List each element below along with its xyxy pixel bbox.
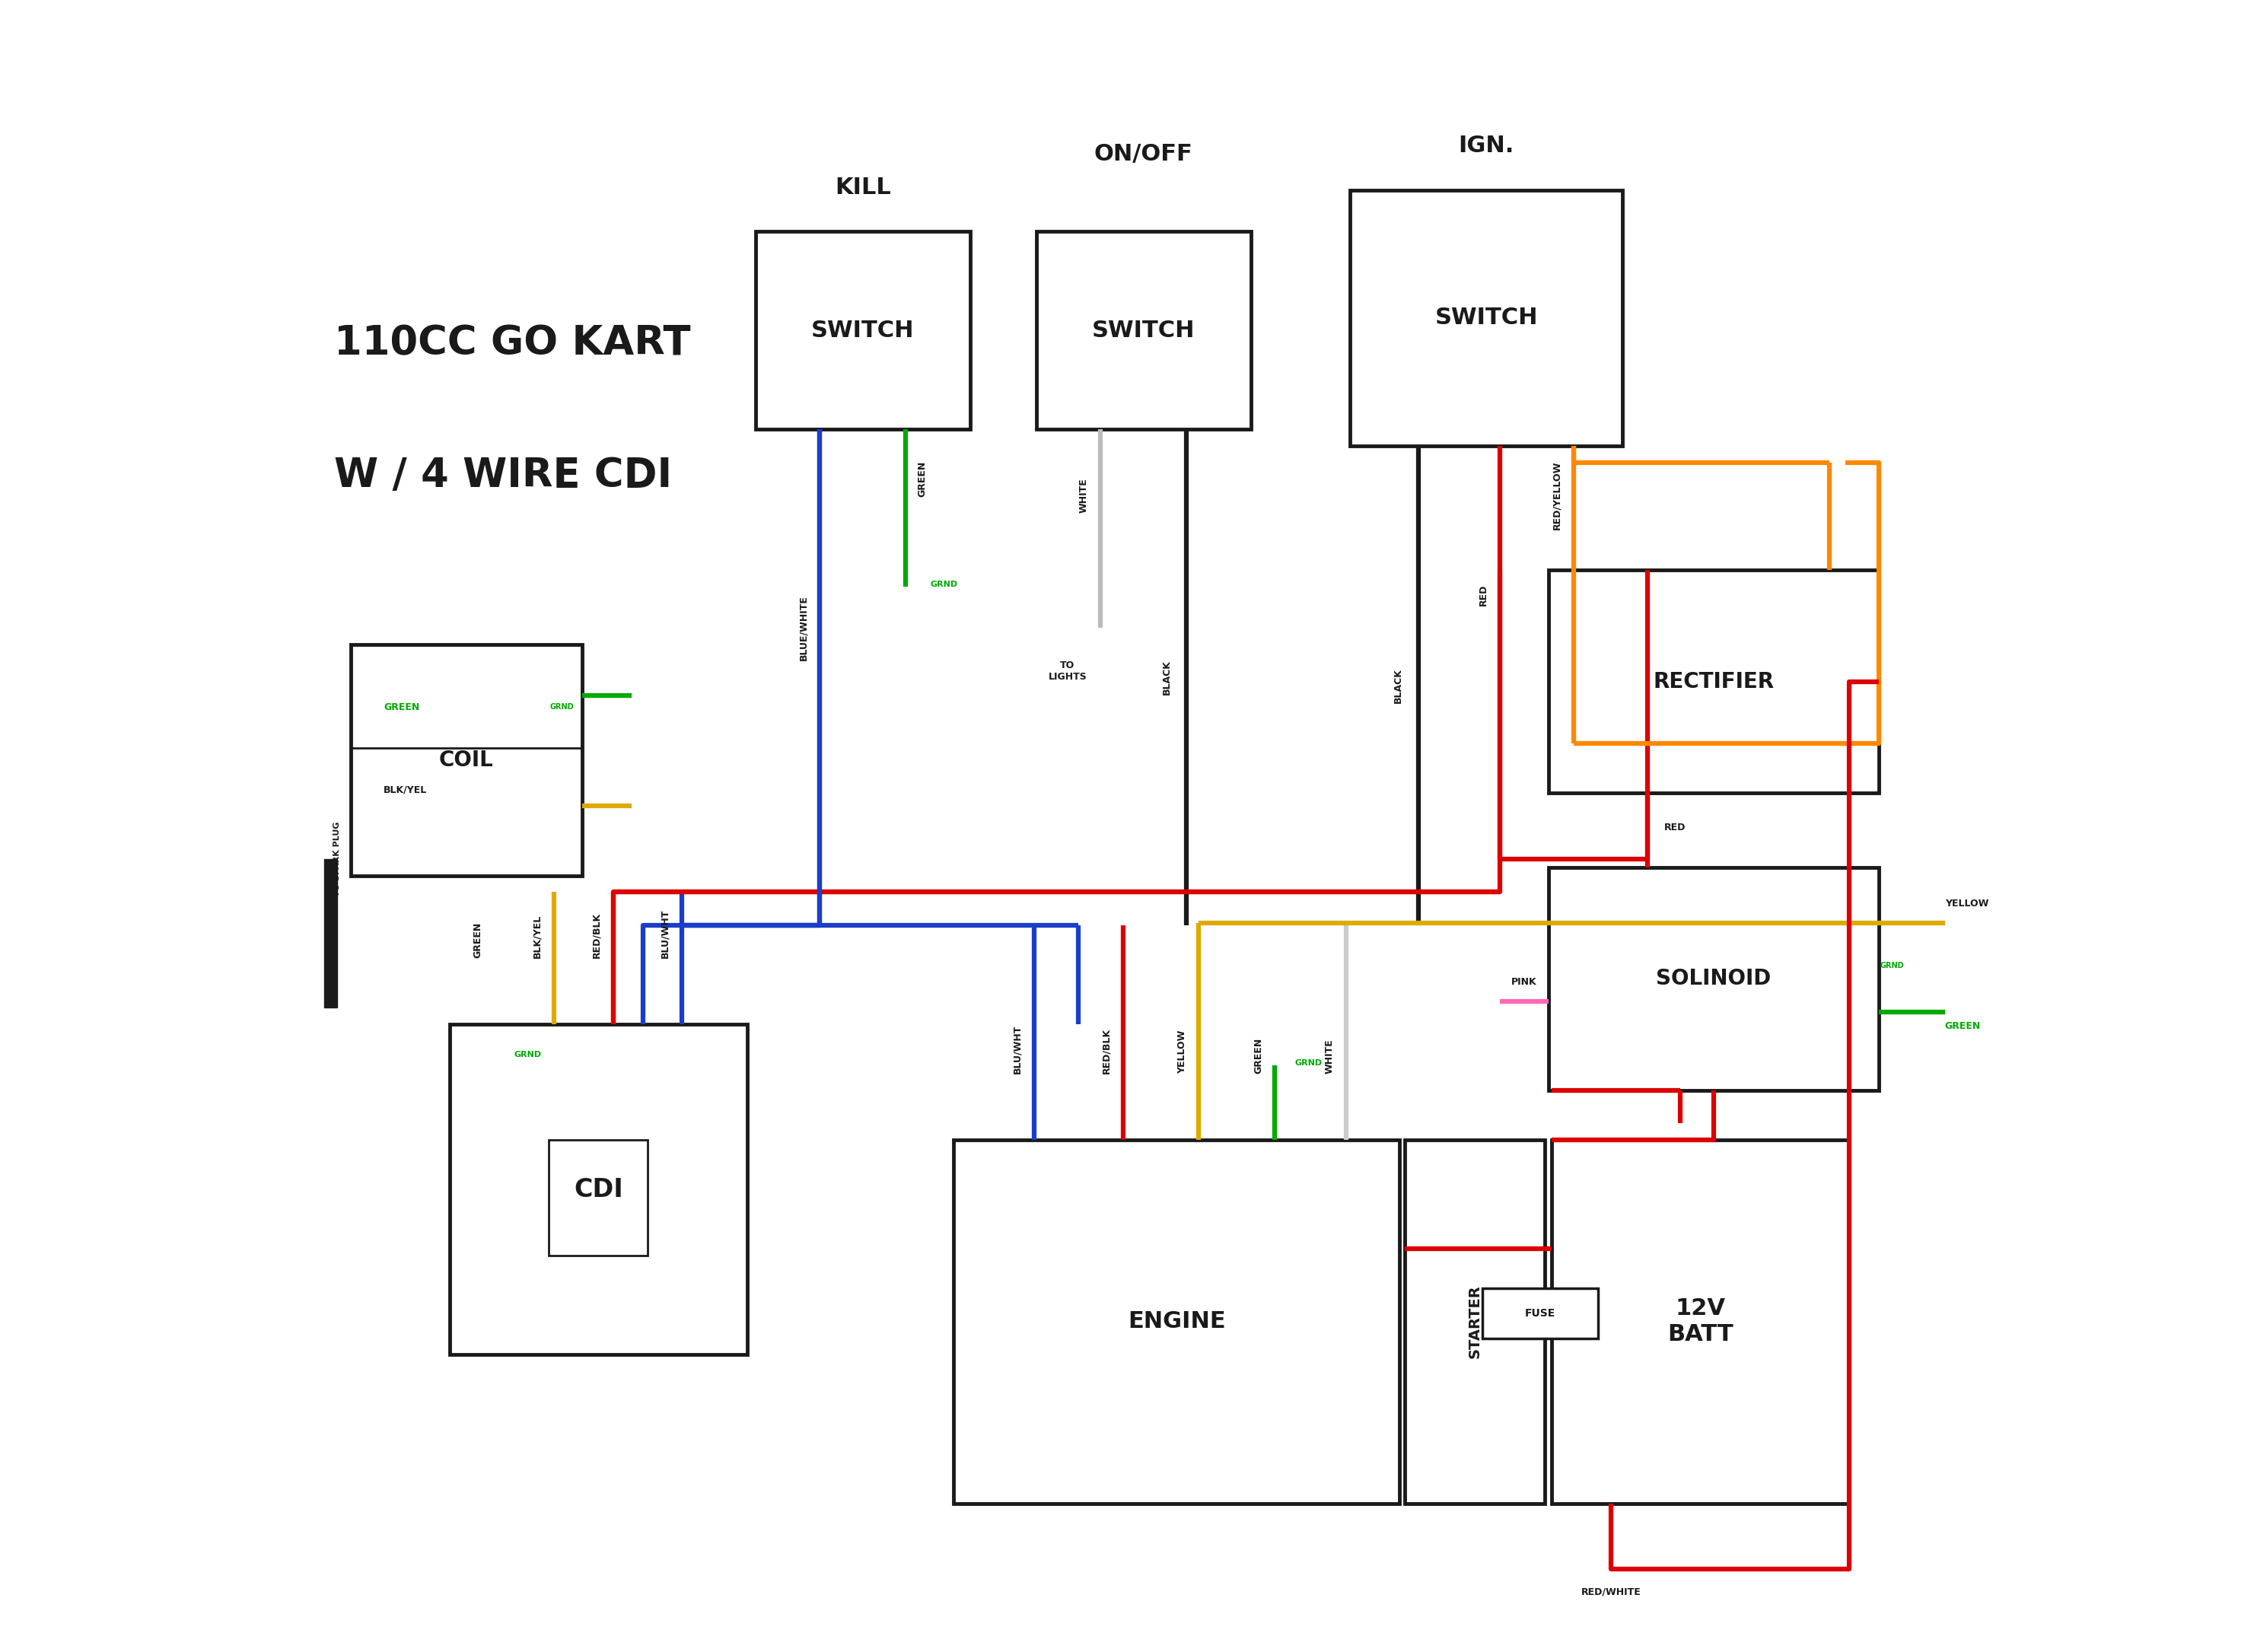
Text: RED/BLK: RED/BLK [593, 912, 602, 958]
Text: ON/OFF: ON/OFF [1093, 144, 1192, 165]
Text: STARTER: STARTER [1467, 1285, 1481, 1358]
Text: RED: RED [1479, 583, 1488, 606]
Text: TO
LIGHTS: TO LIGHTS [1048, 661, 1086, 682]
Text: 110CC GO KART: 110CC GO KART [334, 324, 690, 363]
Text: YELLOW: YELLOW [1177, 1031, 1188, 1074]
FancyBboxPatch shape [1037, 231, 1251, 430]
Text: SWITCH: SWITCH [1091, 319, 1195, 342]
Text: BLK/YEL: BLK/YEL [383, 785, 428, 795]
Text: YELLOW: YELLOW [1945, 899, 1988, 909]
Text: COIL: COIL [440, 750, 494, 770]
Text: GRND: GRND [514, 1051, 541, 1059]
Text: BLK/YEL: BLK/YEL [532, 915, 543, 958]
FancyBboxPatch shape [953, 1140, 1400, 1503]
Text: PINK: PINK [1512, 976, 1537, 986]
Text: GREEN: GREEN [917, 461, 926, 497]
Text: KILL: KILL [834, 177, 890, 198]
Bar [325, 859, 338, 1008]
Text: GRND: GRND [1880, 961, 1905, 970]
FancyBboxPatch shape [1548, 867, 1878, 1090]
Text: BLU/WHT: BLU/WHT [660, 909, 669, 958]
FancyBboxPatch shape [1548, 570, 1878, 793]
Text: ENGINE: ENGINE [1127, 1310, 1226, 1333]
Text: GREEN: GREEN [383, 702, 419, 712]
Text: FUSE: FUSE [1524, 1308, 1555, 1318]
Text: RED/WHITE: RED/WHITE [1582, 1586, 1641, 1596]
Text: BLACK: BLACK [1393, 667, 1404, 704]
FancyBboxPatch shape [1483, 1289, 1598, 1338]
Text: GREEN: GREEN [473, 922, 482, 958]
Text: WHITE: WHITE [1325, 1039, 1334, 1074]
Text: BLACK: BLACK [1161, 659, 1172, 695]
Text: GRND: GRND [1294, 1059, 1323, 1067]
Text: GRND: GRND [550, 704, 573, 710]
Text: RED: RED [1663, 823, 1686, 833]
Text: RED/BLK: RED/BLK [1102, 1028, 1111, 1074]
Text: RECTIFIER: RECTIFIER [1652, 671, 1774, 692]
Text: IGN.: IGN. [1458, 135, 1515, 157]
Text: RED/YELLOW: RED/YELLOW [1553, 461, 1562, 530]
Text: GREEN: GREEN [1253, 1037, 1262, 1074]
Text: GRND: GRND [931, 580, 958, 588]
Text: BLUE/WHITE: BLUE/WHITE [798, 595, 809, 661]
Text: SOLINOID: SOLINOID [1657, 968, 1772, 990]
Text: BLU/WHT: BLU/WHT [1012, 1024, 1023, 1074]
Text: W / 4 WIRE CDI: W / 4 WIRE CDI [334, 456, 672, 496]
Text: SWITCH: SWITCH [1436, 307, 1537, 329]
Text: GREEN: GREEN [1945, 1021, 1981, 1031]
Text: CDI: CDI [575, 1176, 622, 1203]
Text: WHITE: WHITE [1080, 477, 1089, 514]
FancyBboxPatch shape [755, 231, 969, 430]
Text: SWITCH: SWITCH [811, 319, 915, 342]
FancyBboxPatch shape [1404, 1140, 1544, 1503]
FancyBboxPatch shape [352, 644, 582, 876]
FancyBboxPatch shape [548, 1140, 647, 1256]
Text: TO SPARK PLUG: TO SPARK PLUG [334, 821, 340, 897]
FancyBboxPatch shape [1350, 190, 1623, 446]
FancyBboxPatch shape [449, 1024, 746, 1355]
Text: 12V
BATT: 12V BATT [1668, 1298, 1733, 1345]
FancyBboxPatch shape [1551, 1140, 1848, 1503]
